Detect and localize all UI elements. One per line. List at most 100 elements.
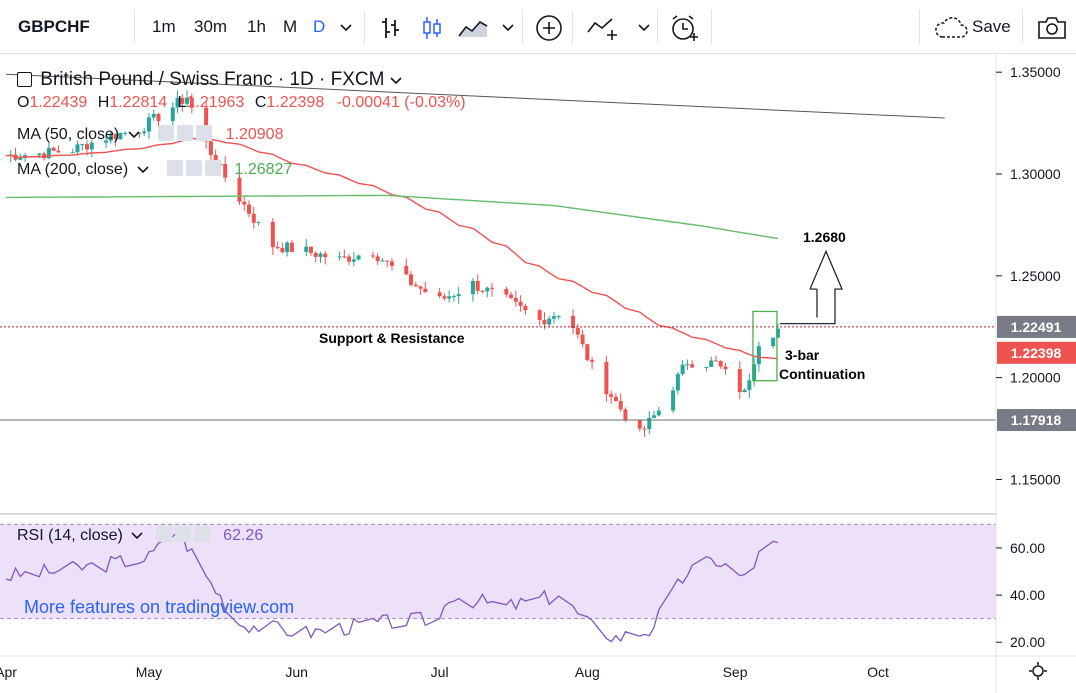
gear-icon[interactable] [177,125,194,141]
ohlc-close-label: C [254,94,267,111]
candle-body [737,369,742,393]
area-style-icon[interactable] [458,0,488,54]
gear-icon[interactable] [186,160,203,176]
watermark-link[interactable]: More features on tradingview.com [24,597,295,617]
ma200-value: 1.26827 [234,161,293,178]
candle-body [523,305,528,311]
time-tick-label: Oct [867,664,889,680]
candle-body [285,242,290,253]
candle-body [108,134,113,141]
candle-body [389,261,394,266]
price-tick-label: 1.25000 [1010,268,1061,284]
chevron-down-icon[interactable] [131,532,143,540]
eye-icon[interactable] [155,526,172,542]
ohlc-legend: O1.22439 H1.22814 L1.21963 C1.22398 -0.0… [17,94,466,112]
gear-icon [1032,665,1044,677]
candle-body [304,246,309,252]
trendline [5,73,945,119]
level-tag-label: 1.22491 [1011,319,1062,335]
ohlc-close-value: 1.22398 [266,94,325,111]
candle-body [18,157,23,160]
candle-body [656,410,661,416]
eye-icon[interactable] [167,160,184,176]
close-icon[interactable] [193,526,210,542]
candle-body [647,417,652,430]
eye-icon[interactable] [158,125,175,141]
candle-body [470,280,475,295]
interval-1h-button[interactable]: 1h [247,17,266,36]
chevron-down-icon[interactable] [502,0,514,54]
ohlc-open-label: O [17,94,30,111]
candle-body [556,315,561,317]
rsi-tick-label: 60.00 [1010,540,1045,556]
candle-body [442,296,447,299]
ma50-line [5,137,778,360]
candle-body [237,177,242,202]
interval-month-button[interactable]: M [283,17,298,36]
ma50-legend[interactable]: MA (50, close) 1.20908 [17,125,283,144]
candle-body [618,401,623,410]
add-indicator-icon[interactable] [535,0,563,54]
candle-body [551,316,556,319]
candle-body [490,287,495,289]
ohlc-low-label: L [177,94,187,111]
level-tag [997,409,1076,432]
gear-icon[interactable] [174,526,191,542]
ohlc-change: -0.00041 (-0.03%) [336,94,466,111]
candle-body [104,140,109,143]
level-tag-label: 1.17918 [1011,412,1062,428]
last-price-tag [997,341,1076,364]
chart-legend-title[interactable]: British Pound / Swiss Franc · 1D · FXCM [17,69,402,91]
candle-body [208,141,213,155]
candle-body [347,256,352,262]
time-tick-label: Jun [285,664,308,680]
compare-icon[interactable] [587,0,621,54]
save-button[interactable]: Save [972,17,1011,36]
rsi-line [5,531,779,643]
chevron-down-icon[interactable] [390,77,402,85]
price-chart[interactable]: 1.22491 1.17918 1.22398 1.2680 Support & Re… [0,54,1076,693]
candle-body [756,346,761,365]
candle-body [413,284,418,287]
candle-body [85,144,90,150]
candle-body [675,374,680,391]
candle-body [418,286,423,289]
annotations: 1.2680 Support & Resistance 3-bar Continuat… [319,229,865,382]
symbol-search-button[interactable]: GBPCHF [18,17,90,36]
candle-body [385,260,390,262]
interval-day-button[interactable]: D [313,17,326,36]
cloud-icon[interactable] [934,0,968,54]
support-resistance-label: Support & Resistance [319,330,465,346]
chevron-down-icon[interactable] [137,166,149,174]
candle-body [671,390,676,411]
rsi-label: RSI (14, close) [17,527,123,544]
level-tag [997,315,1076,338]
chevron-down-icon[interactable] [638,0,650,54]
price-tick-label: 1.20000 [1010,370,1061,386]
interval-30m-button[interactable]: 30m [194,17,228,36]
candle-body [513,297,518,302]
time-tick-label: Sep [723,664,748,680]
candle-body [356,255,361,260]
ohlc-high-label: H [97,94,110,111]
chevron-down-icon[interactable] [128,131,140,139]
ohlc-high-value: 1.22814 [109,94,168,111]
close-icon[interactable] [196,125,213,141]
candle-body [613,396,618,402]
rsi-legend[interactable]: RSI (14, close) 62.26 [17,526,263,545]
close-icon[interactable] [205,160,222,176]
alert-icon[interactable] [670,0,700,54]
interval-1m-button[interactable]: 1m [152,17,176,36]
candle-body [642,428,647,430]
ohlc-low-value: 1.21963 [186,94,245,111]
camera-icon[interactable] [1037,0,1067,54]
candles-style-icon[interactable] [421,0,443,54]
candle-body [585,344,590,361]
candle-body [37,153,42,156]
ma200-legend[interactable]: MA (200, close) 1.26827 [17,160,292,179]
bars-style-icon[interactable] [380,0,402,54]
candle-body [185,97,190,104]
time-tick-label: Apr [0,664,17,680]
chevron-down-icon[interactable] [340,0,352,54]
toolbar-divider [134,10,135,44]
